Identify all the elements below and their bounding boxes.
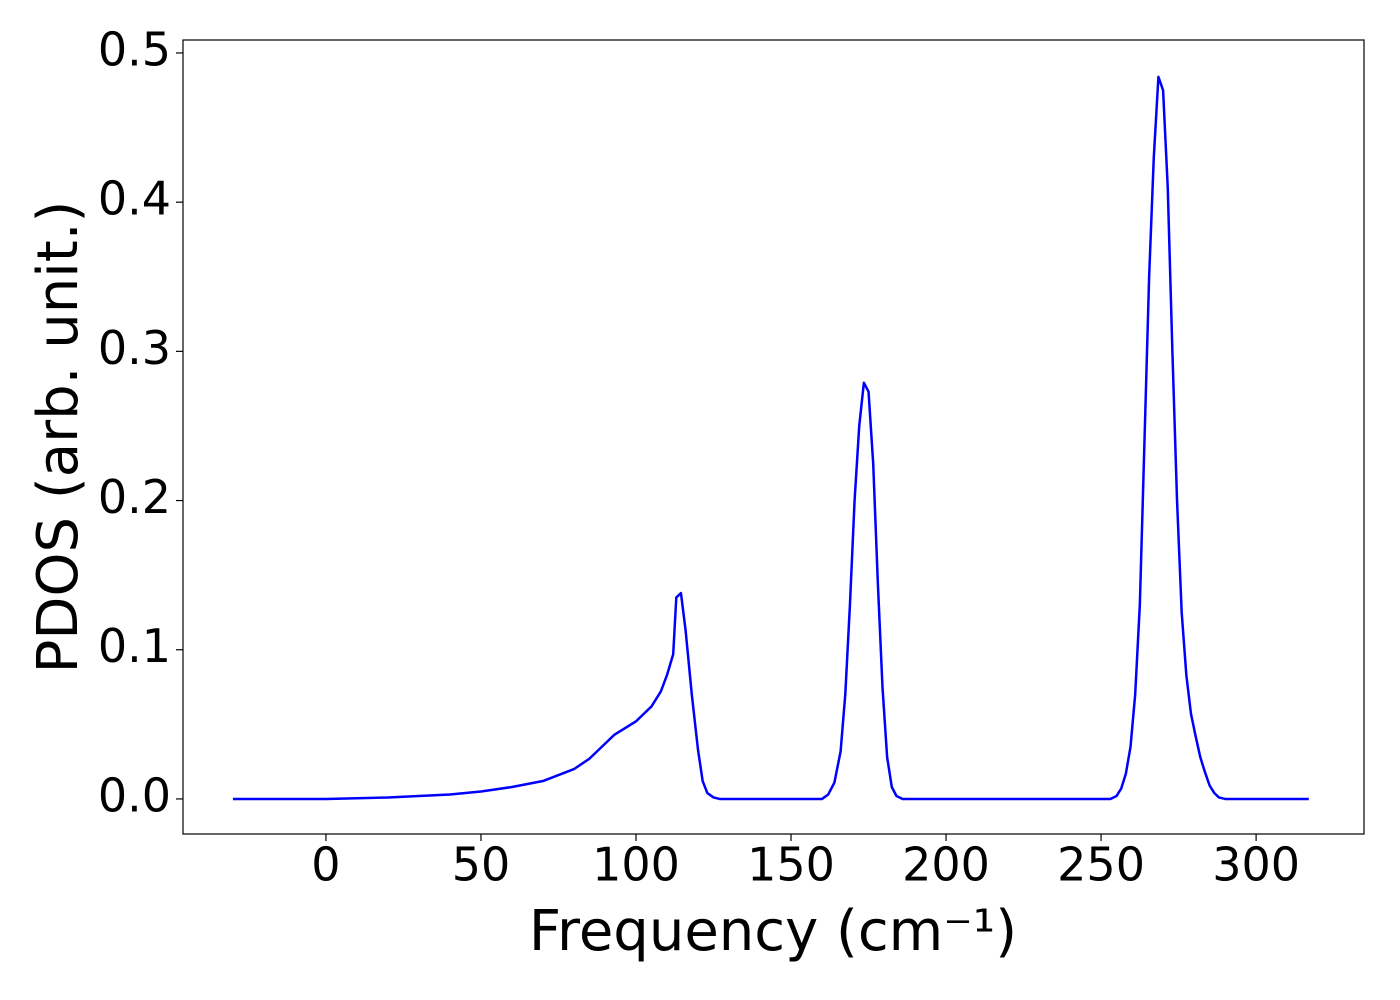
x-tick-label: 0 xyxy=(311,838,340,892)
y-tick-label: 0.3 xyxy=(98,321,171,375)
y-axis-label: PDOS (arb. unit.) xyxy=(26,201,91,674)
y-tick-label: 0.0 xyxy=(98,768,171,822)
x-tick-label: 200 xyxy=(902,838,990,892)
x-axis-label: Frequency (cm⁻¹) xyxy=(529,899,1017,964)
x-tick-label: 150 xyxy=(747,838,835,892)
x-tick-label: 50 xyxy=(452,838,511,892)
y-tick-label: 0.2 xyxy=(98,470,171,524)
y-tick-label: 0.4 xyxy=(98,172,171,226)
x-tick-label: 300 xyxy=(1212,838,1300,892)
plot-frame xyxy=(182,39,1365,835)
y-tick-label: 0.5 xyxy=(98,22,171,76)
x-tick-label: 100 xyxy=(592,838,680,892)
x-tick-label: 250 xyxy=(1057,838,1145,892)
y-tick-label: 0.1 xyxy=(98,619,171,673)
line-series xyxy=(232,75,1309,801)
